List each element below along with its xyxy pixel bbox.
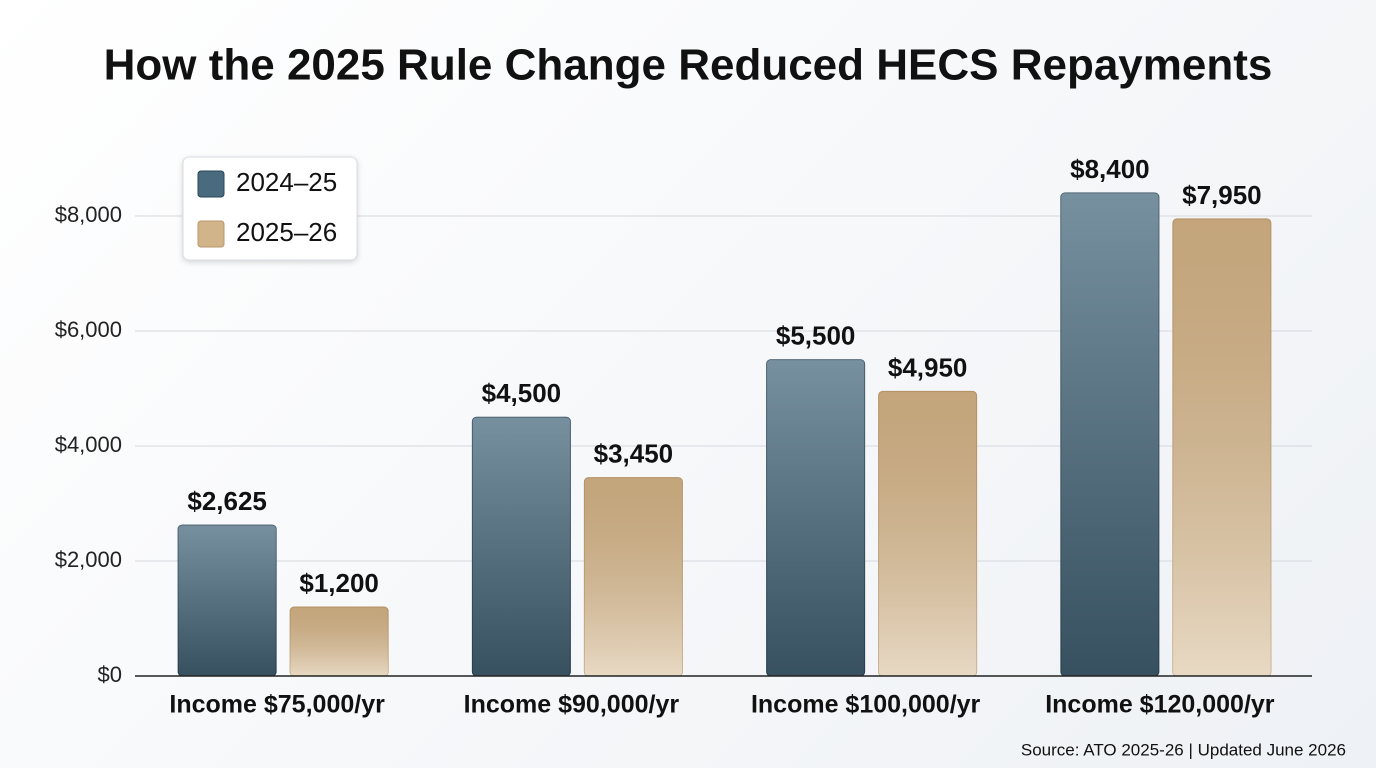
bar: [1060, 192, 1160, 677]
legend: 2024–25 2025–26: [182, 156, 358, 261]
bar: [471, 416, 571, 677]
source-note: Source: ATO 2025-26 | Updated June 2026: [1021, 740, 1346, 759]
value-label: $4,950: [888, 352, 968, 382]
y-tick-label: $2,000: [55, 547, 122, 572]
x-tick-label: Income $90,000/yr: [464, 691, 680, 719]
legend-swatch: [197, 170, 225, 198]
legend-box: [182, 156, 358, 261]
value-label: $8,400: [1070, 154, 1150, 184]
value-label: $4,500: [482, 378, 562, 408]
value-label: $3,450: [594, 439, 674, 469]
bar: [1172, 218, 1272, 677]
value-label: $2,625: [187, 486, 267, 516]
bar: [583, 477, 683, 677]
bar: [289, 606, 389, 677]
x-tick-label: Income $75,000/yr: [169, 691, 385, 719]
y-tick-label: $6,000: [55, 317, 122, 342]
y-tick-label: $8,000: [55, 202, 122, 227]
bar: [177, 524, 277, 677]
y-tick-label: $0: [98, 662, 122, 687]
legend-label: 2025–26: [236, 217, 337, 247]
bar: [766, 359, 866, 677]
value-label: $7,950: [1182, 180, 1262, 210]
bar: [878, 390, 978, 677]
value-label: $1,200: [299, 568, 379, 598]
x-tick-label: Income $120,000/yr: [1045, 691, 1275, 719]
x-tick-label: Income $100,000/yr: [751, 691, 981, 719]
y-tick-label: $4,000: [55, 432, 122, 457]
chart-title: How the 2025 Rule Change Reduced HECS Re…: [104, 41, 1273, 90]
legend-swatch: [197, 220, 225, 248]
value-label: $5,500: [776, 321, 856, 351]
legend-label: 2024–25: [236, 167, 337, 197]
